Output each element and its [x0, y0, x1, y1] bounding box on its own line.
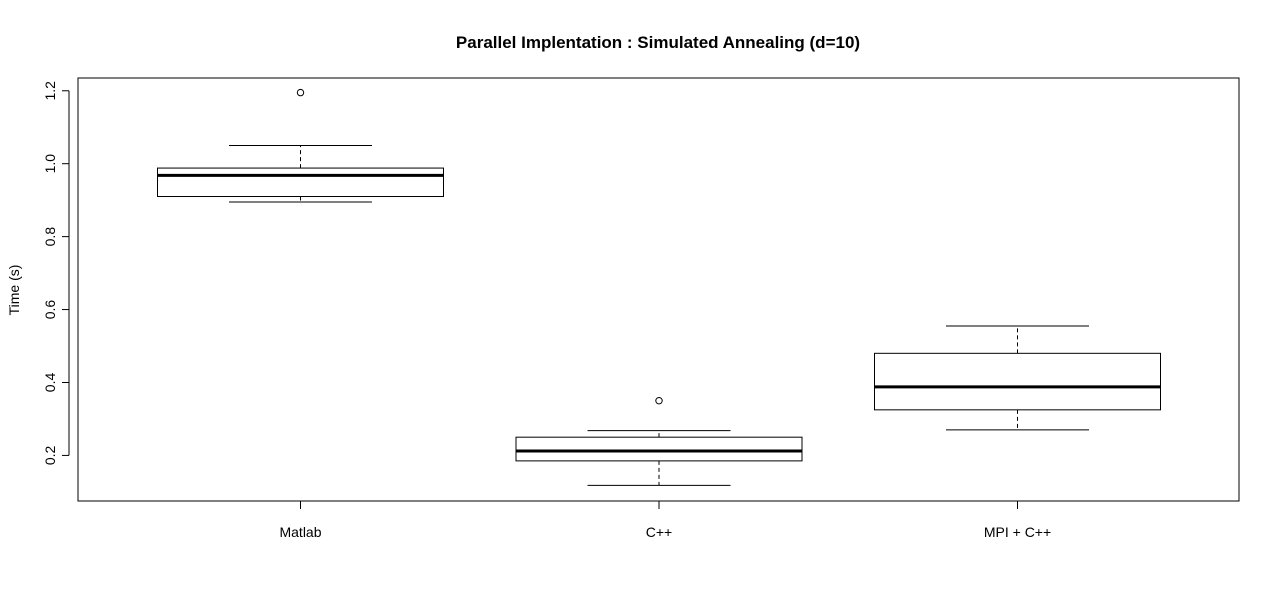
y-axis: 0.2 0.4 0.6 0.8 1.0 1.2 [42, 81, 70, 465]
y-tick-label: 0.6 [42, 300, 58, 320]
outlier-point [296, 88, 305, 97]
iqr-box [157, 167, 444, 198]
iqr-box [515, 436, 803, 462]
y-axis-label: Time (s) [6, 265, 22, 316]
y-tick-label: 1.2 [42, 81, 58, 101]
x-tick-label: MPI + C++ [984, 524, 1051, 540]
box-2 [874, 325, 1161, 431]
x-tick-label: C++ [646, 524, 672, 540]
y-tick-label: 0.4 [42, 373, 58, 393]
y-tick-label: 0.2 [42, 445, 58, 465]
chart-title: Parallel Implentation : Simulated Anneal… [456, 33, 860, 52]
y-tick-label: 0.8 [42, 227, 58, 247]
box-0 [157, 88, 444, 203]
y-tick-label: 1.0 [42, 154, 58, 174]
box-1 [515, 397, 803, 486]
outlier-point [655, 397, 663, 405]
x-axis: Matlab C++ MPI + C++ [279, 501, 1051, 540]
iqr-box [874, 352, 1161, 411]
x-tick-label: Matlab [279, 524, 321, 540]
boxes [157, 88, 1161, 486]
